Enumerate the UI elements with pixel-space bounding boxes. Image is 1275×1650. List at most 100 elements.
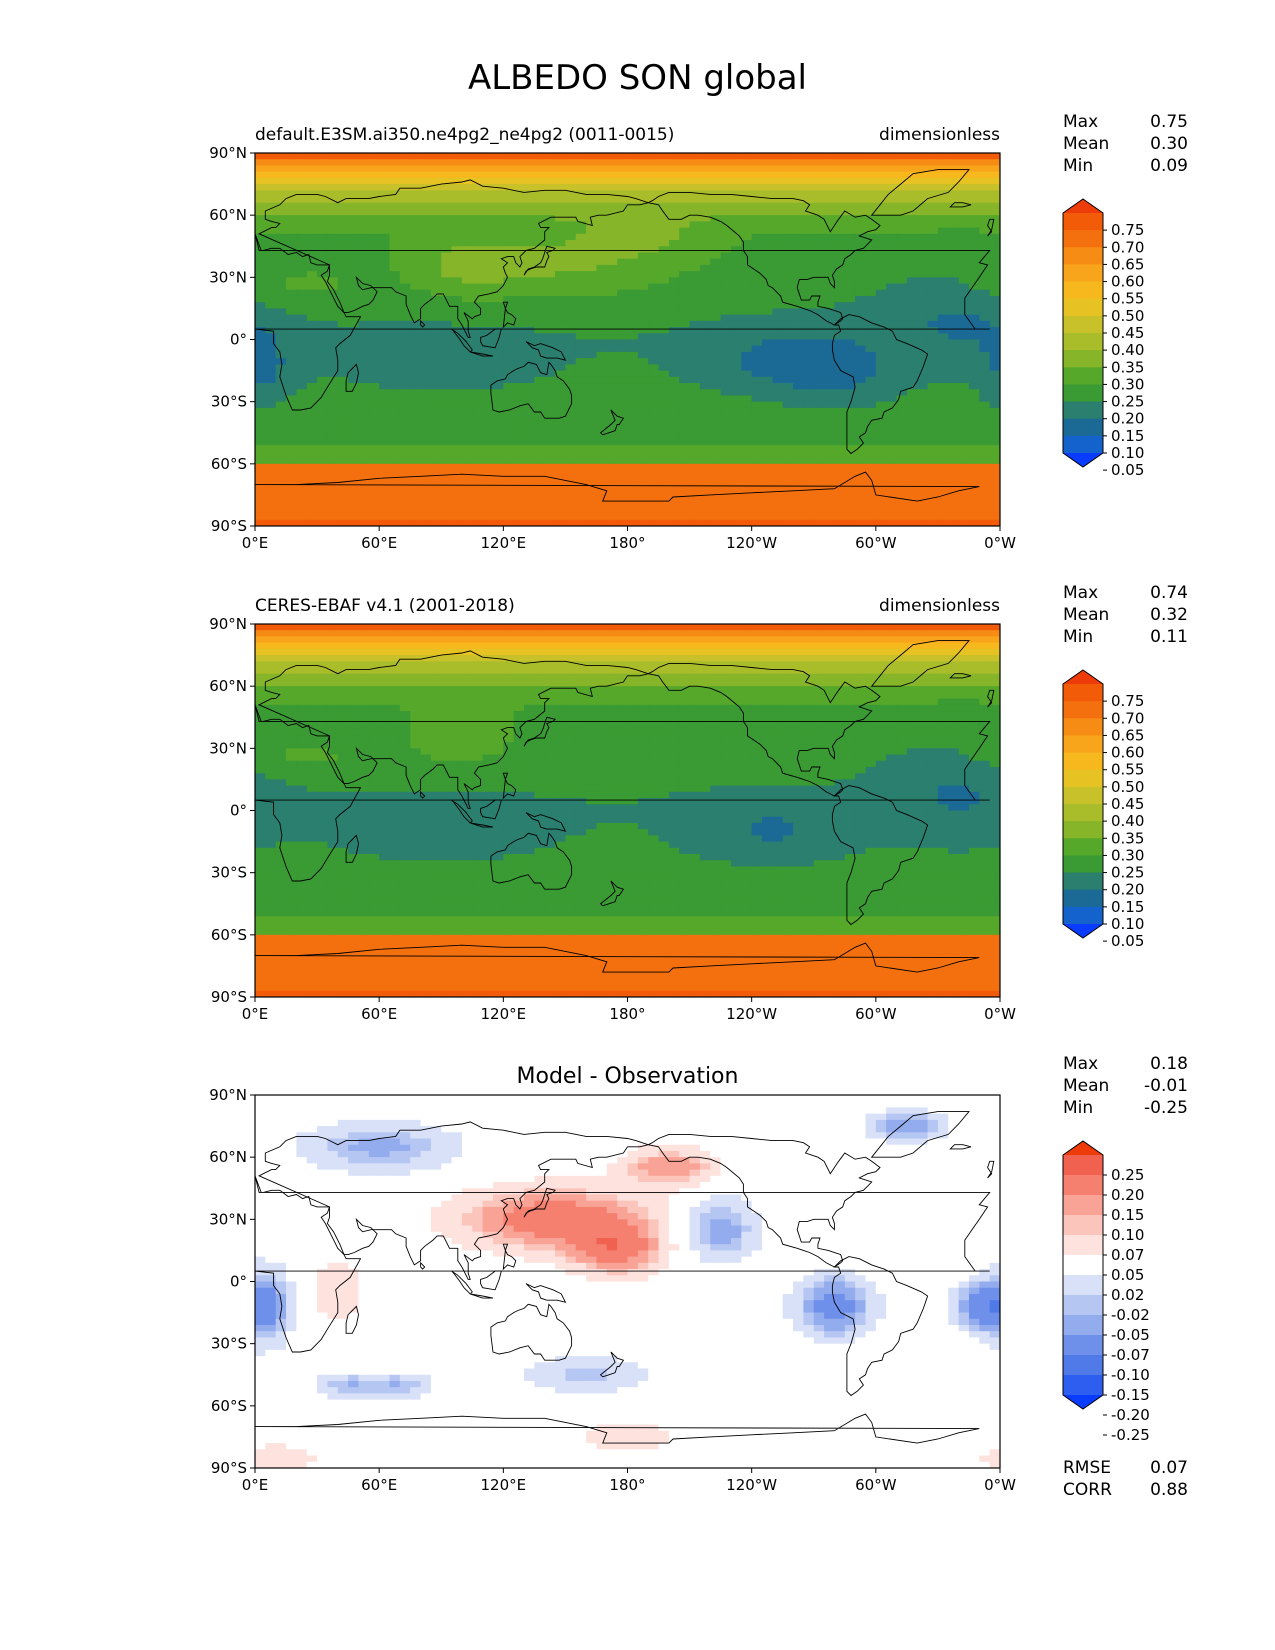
lat-label: 30°N <box>209 1210 247 1228</box>
coastline <box>987 689 995 708</box>
panel-left-title: CERES-EBAF v4.1 (2001-2018) <box>255 596 515 616</box>
panel-center-title: Model - Observation <box>517 1064 739 1089</box>
stat-value: 0.09 <box>1150 156 1188 176</box>
coastline <box>345 834 359 863</box>
colorbar-swatch <box>1063 1155 1103 1176</box>
coastline <box>949 1144 972 1150</box>
coastline <box>490 361 573 419</box>
lon-label: 60°W <box>855 534 897 552</box>
map-panel-reference: 90°N 60°N 30°N 0° 30°S 60°S 90°S0°E 60°E 120°E 18… <box>209 583 1188 1023</box>
figure-title: ALBEDO SON global <box>467 58 808 98</box>
colorbar-swatch <box>1063 1235 1103 1256</box>
colorbar-swatch <box>1063 384 1103 403</box>
colorbar-swatch <box>1063 435 1103 454</box>
colorbar-tick-label: 0.05 <box>1111 1266 1144 1284</box>
lon-label: 180° <box>609 1005 645 1023</box>
coastline <box>646 662 881 797</box>
colorbar-tick-label: -0.02 <box>1111 1306 1150 1324</box>
colorbar-tick-label: 0.65 <box>1111 726 1144 744</box>
coastline <box>987 218 995 237</box>
lon-label: 0°W <box>984 534 1016 552</box>
lat-label: 90°N <box>209 615 247 633</box>
stat-label: Min <box>1063 1098 1093 1118</box>
coastline <box>523 1187 556 1218</box>
coastline <box>480 1270 502 1291</box>
colorbar-swatch <box>1063 855 1103 874</box>
coastline <box>258 1121 650 1280</box>
map-panel-difference: 90°N 60°N 30°N 0° 30°S 60°S 90°S0°E 60°E 120°E 18… <box>209 1054 1188 1500</box>
lon-label: 60°E <box>361 1476 397 1494</box>
colorbar-extend-min <box>1063 453 1103 467</box>
lat-label: 60°N <box>209 206 247 224</box>
lon-label: 0°E <box>242 1005 269 1023</box>
colorbar-tick-label: 0.05 <box>1111 461 1144 479</box>
colorbar-swatch <box>1063 684 1103 702</box>
stat-label: Mean <box>1063 134 1109 154</box>
coastline <box>480 328 502 349</box>
colorbar-swatch <box>1063 872 1103 891</box>
colorbar-swatch <box>1063 1175 1103 1196</box>
lat-label: 30°N <box>209 739 247 757</box>
coastline <box>258 650 650 809</box>
lat-label: 0° <box>230 802 247 820</box>
coastlines <box>255 169 995 502</box>
colorbar-swatch <box>1063 230 1103 248</box>
lon-label: 60°E <box>361 534 397 552</box>
coastline <box>345 363 359 392</box>
colorbar-tick-label: 0.10 <box>1111 444 1144 462</box>
lat-label: 0° <box>230 1273 247 1291</box>
coastline <box>502 1243 517 1271</box>
colorbar-tick-label: 0.30 <box>1111 375 1144 393</box>
colorbar-tick-label: 0.20 <box>1111 1186 1144 1204</box>
stat-label: Mean <box>1063 1076 1109 1096</box>
colorbar-swatch <box>1063 1315 1103 1336</box>
colorbar-tick-label: 0.10 <box>1111 915 1144 933</box>
colorbar-swatch <box>1063 804 1103 822</box>
coastline <box>490 832 573 890</box>
lon-label: 180° <box>609 1476 645 1494</box>
coastline <box>523 716 556 747</box>
colorbar-swatch <box>1063 718 1103 736</box>
lat-label: 60°N <box>209 1148 247 1166</box>
stat-label: Max <box>1063 112 1098 132</box>
coastline <box>502 772 517 800</box>
colorbar-tick-label: 0.20 <box>1111 410 1144 428</box>
colorbar-swatch <box>1063 367 1103 385</box>
colorbar-tick-label: 0.45 <box>1111 795 1144 813</box>
stat-value: -0.01 <box>1144 1076 1188 1096</box>
coastline <box>490 1303 573 1361</box>
lat-label: 90°S <box>211 1459 247 1477</box>
colorbar-swatch <box>1063 1355 1103 1376</box>
colorbar-tick-label: 0.65 <box>1111 255 1144 273</box>
lat-label: 90°N <box>209 1086 247 1104</box>
colorbar-extend-max <box>1063 670 1103 684</box>
coastline <box>258 179 650 338</box>
colorbar-tick-label: 0.20 <box>1111 881 1144 899</box>
colorbar-tick-label: 0.55 <box>1111 761 1144 779</box>
lon-label: 120°E <box>481 534 527 552</box>
colorbar-swatch <box>1063 333 1103 351</box>
colorbar-tick-label: 0.02 <box>1111 1286 1144 1304</box>
colorbar-tick-label: 0.15 <box>1111 898 1144 916</box>
colorbar-tick-label: -0.15 <box>1111 1386 1150 1404</box>
coastline <box>525 1283 567 1303</box>
stat-value: 0.30 <box>1150 134 1188 154</box>
colorbar-tick-label: 0.10 <box>1111 1226 1144 1244</box>
colorbar: 0.25 0.20 0.15 0.10 0.07 0.05 0.02 -0.02 -0.05 -0… <box>1062 1140 1150 1444</box>
colorbar-swatch <box>1063 906 1103 925</box>
coastline <box>345 1305 359 1334</box>
colorbar-tick-label: 0.45 <box>1111 324 1144 342</box>
coastline <box>599 880 625 907</box>
colorbar-swatch <box>1063 315 1103 334</box>
footer-stat-value: 0.07 <box>1150 1458 1188 1478</box>
colorbar-tick-label: 0.15 <box>1111 1206 1144 1224</box>
coastline <box>831 314 929 455</box>
colorbar-swatch <box>1063 838 1103 856</box>
coastline <box>255 471 980 502</box>
colorbar-extend-max <box>1063 199 1103 213</box>
colorbar-tick-label: 0.40 <box>1111 812 1144 830</box>
coastline <box>870 1111 970 1158</box>
footer-stat-label: RMSE <box>1063 1458 1111 1478</box>
albedo-field <box>255 624 1000 997</box>
coastline <box>420 790 426 799</box>
